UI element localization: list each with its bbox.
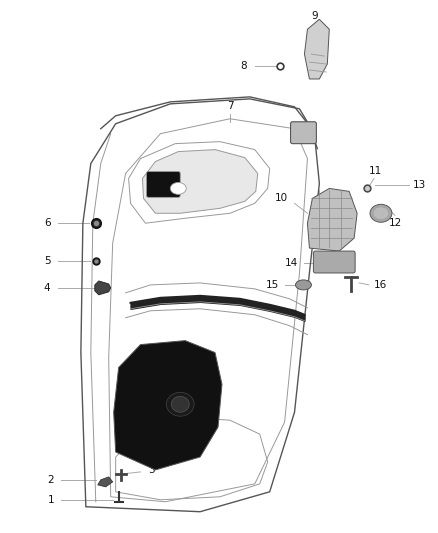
- Text: 11: 11: [368, 166, 381, 176]
- Ellipse shape: [373, 207, 389, 220]
- Ellipse shape: [166, 392, 194, 416]
- Text: 7: 7: [226, 101, 233, 111]
- Text: 16: 16: [373, 280, 387, 290]
- Text: 1: 1: [48, 495, 54, 505]
- Text: 15: 15: [266, 280, 279, 290]
- Ellipse shape: [370, 204, 392, 222]
- FancyBboxPatch shape: [290, 122, 316, 144]
- Polygon shape: [307, 188, 357, 251]
- Polygon shape: [304, 19, 329, 79]
- Text: 9: 9: [311, 11, 318, 21]
- Ellipse shape: [171, 397, 189, 412]
- Text: 8: 8: [240, 61, 247, 71]
- Polygon shape: [95, 281, 111, 295]
- Polygon shape: [98, 477, 113, 487]
- Text: 10: 10: [275, 193, 288, 204]
- Polygon shape: [114, 341, 222, 470]
- Text: 13: 13: [413, 181, 426, 190]
- FancyBboxPatch shape: [146, 172, 180, 197]
- FancyBboxPatch shape: [314, 251, 355, 273]
- Polygon shape: [142, 150, 258, 213]
- Text: 3: 3: [148, 465, 155, 475]
- Text: 14: 14: [285, 258, 298, 268]
- Ellipse shape: [170, 182, 186, 195]
- Text: 4: 4: [44, 283, 50, 293]
- Ellipse shape: [296, 280, 311, 290]
- Text: 12: 12: [389, 218, 403, 228]
- Text: 6: 6: [44, 218, 50, 228]
- Text: 5: 5: [44, 256, 50, 266]
- Text: 2: 2: [47, 475, 53, 485]
